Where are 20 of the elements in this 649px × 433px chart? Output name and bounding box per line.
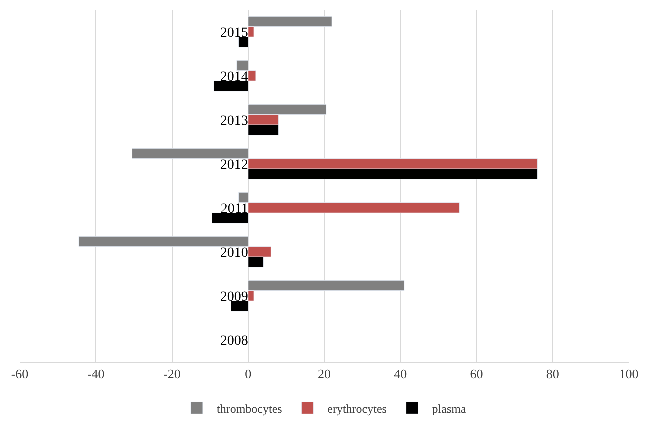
y-tick-label: 2014: [220, 70, 248, 85]
x-tick-label: -20: [164, 366, 181, 382]
legend-label: plasma: [432, 402, 467, 416]
y-tick-label: 2010: [220, 246, 248, 261]
x-tick-label: 80: [546, 366, 560, 382]
y-tick-label: 2015: [220, 26, 248, 41]
legend-label: thrombocytes: [217, 402, 283, 416]
x-tick-label: 20: [318, 366, 331, 382]
legend-label: erythrocytes: [328, 402, 388, 416]
y-tick-label: 2012: [220, 158, 248, 173]
y-tick-label: 2008: [220, 334, 248, 349]
x-tick-label: -40: [87, 366, 105, 382]
x-tick-label: 40: [394, 366, 408, 382]
x-tick-label: 60: [470, 366, 484, 382]
y-tick-label: 2009: [220, 290, 248, 305]
y-tick-label: 2013: [220, 114, 248, 129]
x-tick-label: -60: [11, 366, 29, 382]
x-tick-label: 100: [619, 366, 639, 382]
y-tick-label: 2011: [220, 202, 248, 217]
x-tick-label: 0: [245, 366, 252, 382]
